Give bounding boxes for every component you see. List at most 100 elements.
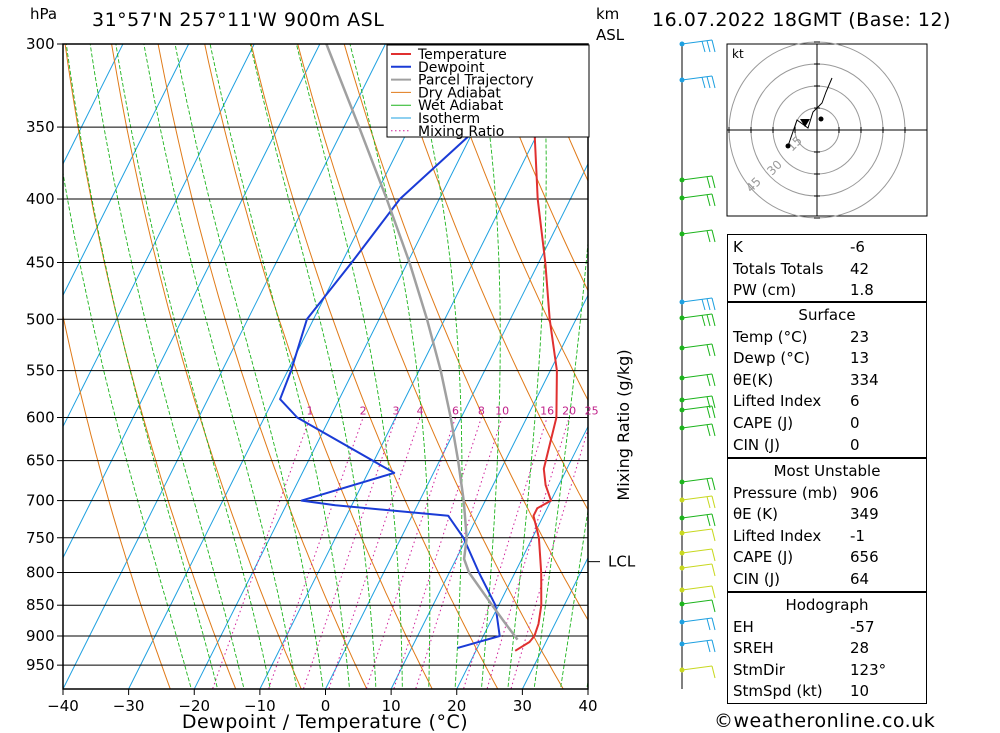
surface-value: 6 (850, 392, 860, 411)
hodo-label: SREH (733, 639, 774, 658)
most-unstable-title: Most Unstable (773, 462, 881, 480)
temp-tick-label: 0 (321, 697, 331, 715)
surface-value: 0 (850, 413, 860, 432)
wind-barb-flag (706, 76, 711, 89)
wet-adiabat-line (586, 678, 588, 689)
wet-adiabat-line (476, 44, 501, 689)
hodograph-storm-motion-icon (800, 119, 810, 127)
wet-adiabat-line (63, 170, 192, 689)
dry-adiabat-line (64, 44, 237, 689)
wind-barb-flag (706, 514, 711, 527)
wind-barb-flag (706, 406, 711, 419)
pressure-tick-label: 850 (26, 596, 55, 614)
mu-value: 656 (850, 548, 879, 567)
wind-barb-flag (701, 299, 706, 311)
hodograph-storm-point (818, 116, 824, 122)
wind-barb-flag (711, 513, 716, 527)
isotherm-line (521, 556, 588, 689)
wind-barb-flag (711, 665, 716, 679)
mu-value: 64 (850, 569, 870, 588)
temp-tick-label: −20 (178, 697, 210, 715)
mu-label: Lifted Index (733, 526, 822, 545)
wind-barb-shaft (681, 528, 713, 534)
wind-barb-flag (711, 193, 716, 207)
mu-row: θE (K) 349 (728, 504, 926, 526)
mu-label: θE (K) (733, 505, 778, 524)
wind-barb-flag (706, 194, 711, 207)
wind-barb-flag (711, 297, 716, 311)
wind-barb-flag (706, 478, 711, 491)
temp-tick-label: 30 (513, 697, 532, 715)
wind-barb-flag (701, 315, 706, 327)
pressure-tick-label: 800 (26, 564, 55, 582)
wet-adiabat-line (560, 507, 588, 689)
isotherm-line (128, 44, 452, 689)
copyright[interactable]: ©weatheronline.co.uk (714, 710, 936, 732)
mixing-ratio-label: 2 (360, 405, 367, 418)
hodo-label: StmSpd (kt) (733, 682, 823, 701)
wind-barb-flag (706, 374, 711, 387)
mu-value: -1 (850, 526, 865, 545)
pressure-tick-label: 350 (26, 118, 55, 136)
index-row: PW (cm) 1.8 (728, 280, 926, 302)
mixing-ratio-label: 16 (540, 405, 554, 418)
isotherm-line (456, 425, 588, 689)
wind-barb-flag (711, 313, 716, 327)
indices-panel: K -6 Totals Totals 42 PW (cm) 1.8 (727, 234, 927, 302)
most-unstable-panel: Most Unstable Pressure (mb) 906 θE (K) 349… (727, 458, 927, 592)
mixing-ratio-line (328, 417, 421, 689)
surface-value: 0 (850, 435, 860, 454)
wind-barb-flag (711, 477, 716, 491)
surface-row: CAPE (J) 0 (728, 413, 926, 435)
mixing-ratio-line (212, 417, 311, 689)
index-value: -6 (850, 238, 865, 256)
wind-barb-flag (711, 395, 716, 409)
temp-tick-label: 40 (578, 697, 597, 715)
wet-adiabat-line (507, 44, 547, 689)
surface-value: 13 (850, 349, 870, 368)
wind-barb-flag (701, 41, 706, 53)
mixing-ratio-label: 25 (585, 405, 599, 418)
mu-row: Lifted Index -1 (728, 526, 926, 548)
hodo-row: StmDir 123° (728, 660, 926, 682)
pressure-tick-label: 950 (26, 656, 55, 674)
legend-label: Dewpoint (418, 60, 485, 76)
index-label: PW (cm) (733, 281, 797, 300)
surface-panel: Surface Temp (°C) 23 Dewp (°C) 13 θE(K) 334… (727, 302, 927, 458)
wind-barb-flag (706, 344, 711, 357)
mu-row: CIN (J) 64 (728, 569, 926, 591)
mixing-ratio-label: 10 (495, 405, 509, 418)
hodograph-start (785, 143, 791, 149)
wind-barb-shaft (681, 585, 713, 591)
wind-barb-shaft (681, 599, 713, 605)
pressure-tick-label: 900 (26, 627, 55, 645)
wind-barb-flag (706, 176, 711, 189)
wind-barb-flag (711, 495, 716, 509)
pressure-tick-label: 600 (26, 409, 55, 427)
surface-label: θE(K) (733, 370, 774, 389)
mixing-ratio-label: 8 (478, 405, 485, 418)
wind-barb-flag (706, 40, 711, 53)
legend-label: Parcel Trajectory (418, 73, 534, 89)
wind-barb-flag (711, 423, 716, 437)
wind-barb-flag (701, 77, 706, 89)
lcl-label: LCL (608, 553, 636, 571)
index-value: 1.8 (850, 281, 874, 300)
hodo-label: EH (733, 617, 754, 636)
isotherm-line (63, 44, 321, 559)
wind-barb-flag (711, 373, 716, 387)
pressure-tick-label: 300 (26, 35, 55, 53)
hodograph-panel: Hodograph EH -57 SREH 28 StmDir 123° StmSpd… (727, 592, 927, 704)
mixing-ratio-label: 1 (306, 405, 313, 418)
pressure-tick-label: 400 (26, 190, 55, 208)
wind-barb-flag (711, 617, 716, 631)
wet-adiabat-line (115, 44, 271, 689)
mu-label: CAPE (J) (733, 548, 794, 567)
mu-value: 349 (850, 505, 879, 524)
wind-barb-shaft (681, 665, 713, 671)
wind-barb-flag (711, 405, 716, 419)
mu-row: Pressure (mb) 906 (728, 483, 926, 505)
hodograph-trace (787, 77, 833, 147)
wind-barb-flag (706, 298, 711, 311)
